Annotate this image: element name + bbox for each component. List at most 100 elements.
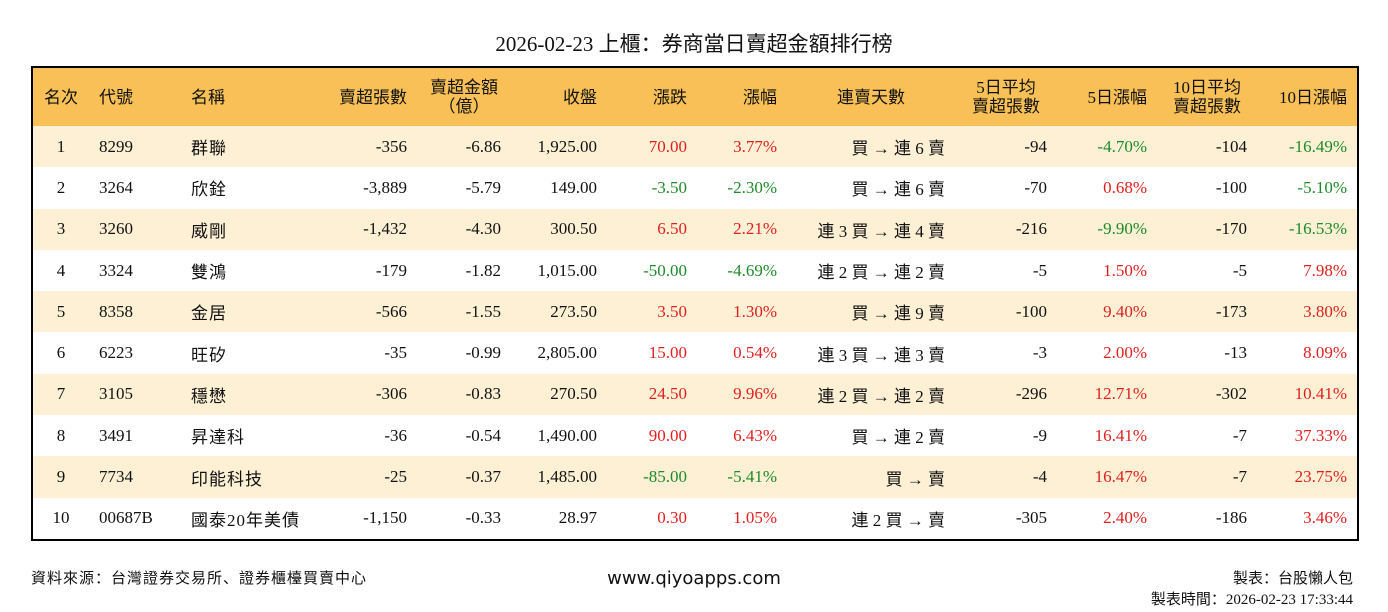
column-header: 賣超張數 [311,67,417,126]
table-cell: 2.00% [1103,343,1147,363]
table-row: 10 00687B 國泰20年美債 -1,150 -0.33 28.97 0.30 1.05%… [32,498,1358,540]
table-cell: -0.37 [417,456,511,498]
header-line: 賣超金額 [430,78,498,97]
header-line: 賣超張數 [972,97,1040,116]
table-cell: -5.79 [465,177,501,197]
table-cell: 28.97 [558,508,597,528]
table-cell: -4.30 [417,208,511,250]
table-row: 3 3260 威剛 -1,432 -4.30 300.50 6.50 2.21% 連 3 買 →… [32,208,1358,250]
table-cell: -179 [375,260,407,280]
table-cell: -296 [955,373,1057,416]
header-line: 5日平均 [976,78,1036,97]
table-body: 1 8299 群聯 -356 -6.86 1,925.00 70.00 3.77% 買 → 連 … [32,126,1358,540]
ranking-table: 名次 代號 名稱 賣超張數 賣超金額 （億） 收盤 漲跌 漲幅 連賣天數 5日平均 賣超張數 5日漲幅 1… [31,66,1359,541]
table-row: 8 3491 昇達科 -36 -0.54 1,490.00 90.00 6.43% 買 → 連 … [32,415,1358,456]
header-line: 10日平均 [1173,78,1241,97]
table-cell: 連 2 買 → 賣 [851,510,946,530]
table-cell: 威剛 [181,208,311,250]
header-row: 名次 代號 名稱 賣超張數 賣超金額 （億） 收盤 漲跌 漲幅 連賣天數 5日平均 賣超張數 5日漲幅 1… [32,67,1358,126]
table-cell: 欣銓 [191,180,227,200]
table-row: 9 7734 印能科技 -25 -0.37 1,485.00 -85.00 -5.41% 買 →… [32,456,1358,498]
table-cell: -94 [955,126,1057,168]
table-cell: -16.53% [1257,208,1358,250]
table-cell: 連 2 買 → 連 2 賣 [817,263,946,283]
table-cell: 2.40% [1103,508,1147,528]
source: 資料來源：台灣證券交易所、證券櫃檯買賣中心 [31,571,368,587]
maker: 製表：台股懶人包 [1232,571,1353,587]
table-cell: -50.00 [643,260,687,280]
column-header: 10日平均 賣超張數 [1157,67,1257,126]
time: 製表時間：2026-02-23 17:33:44 [1150,592,1353,608]
table-cell: -170 [1157,208,1257,250]
table-cell: 6223 [99,343,133,363]
table-cell: -9 [1032,425,1047,445]
table-cell: 8.09% [1303,343,1347,363]
table-cell: 買 → 連 2 賣 [851,428,946,448]
table-cell: 12.71% [1057,373,1157,416]
table-cell: 15.00 [648,343,687,363]
table-cell: 5 [32,291,89,333]
table-cell: 旺矽 [191,345,227,365]
table-cell: -566 [311,291,417,333]
table-cell: -216 [955,208,1057,250]
table-cell: 149.00 [550,177,597,197]
table-cell: 9.96% [697,373,787,416]
column-header: 漲幅 [697,67,787,126]
header-line: （億） [438,97,490,116]
table-cell: -173 [1157,291,1257,333]
table-cell: 群聯 [181,126,311,168]
table-cell: 4 [56,260,66,280]
table-cell: 7.98% [1303,260,1347,280]
table-cell: -35 [384,343,407,363]
table-cell: 1.50% [1103,260,1147,280]
table-cell: 2.21% [697,208,787,250]
table-row: 1 8299 群聯 -356 -6.86 1,925.00 70.00 3.77% 買 → 連 … [32,126,1358,168]
table-cell: -100 [955,291,1057,333]
table-cell: 10.41% [1257,373,1358,416]
table-cell: -1.82 [465,260,501,280]
table-cell: -5.41% [697,456,787,498]
table-cell: 2,805.00 [537,343,598,363]
table-cell: -356 [311,126,417,168]
table-cell: 300.50 [511,208,607,250]
column-header: 連賣天數 [787,67,955,126]
column-header: 賣超金額 （億） [417,67,511,126]
table-cell: -0.33 [465,508,501,528]
table-row: 5 8358 金居 -566 -1.55 273.50 3.50 1.30% 買 → 連 9 賣… [32,291,1358,333]
table-cell: 16.47% [1057,456,1157,498]
table-cell: -16.49% [1257,126,1358,168]
table-cell: 昇達科 [191,428,245,448]
table-cell: 3264 [99,177,133,197]
table-cell: 買 → 連 6 賣 [851,180,946,200]
table-cell: 7 [32,373,89,416]
table-row: 2 3264 欣銓 -3,889 -5.79 149.00 -3.50 -2.30% 買 → 連… [32,167,1358,208]
table-cell: 16.41% [1094,425,1147,445]
table-cell: -70 [1024,177,1047,197]
header-line: 賣超張數 [1173,97,1241,116]
table-cell: 3.50 [607,291,697,333]
table-cell: -3.50 [651,177,687,197]
table-cell: -3 [1032,343,1047,363]
table-cell: 273.50 [511,291,607,333]
table-cell: 0.30 [657,508,687,528]
table-cell: -4.69% [727,260,777,280]
table-cell: -2.30% [727,177,777,197]
table-cell: 8299 [89,126,181,168]
table-cell: 3105 [89,373,181,416]
table-cell: 23.75% [1257,456,1358,498]
table-cell: 1,925.00 [511,126,607,168]
table-cell: -186 [1215,508,1247,528]
table-cell: 連 3 買 → 連 3 賣 [817,345,946,365]
table-cell: 雙鴻 [191,263,227,283]
table-cell: -9.90% [1057,208,1157,250]
table-cell: -0.99 [465,343,501,363]
table-cell: 10 [52,508,70,528]
table-cell: -13 [1224,343,1247,363]
table-cell: 1.05% [733,508,777,528]
table-cell: 6.43% [733,425,777,445]
table-cell: 8358 [89,291,181,333]
table-cell: -6.86 [417,126,511,168]
table-cell: -1,150 [363,508,407,528]
column-header: 5日漲幅 [1057,67,1157,126]
